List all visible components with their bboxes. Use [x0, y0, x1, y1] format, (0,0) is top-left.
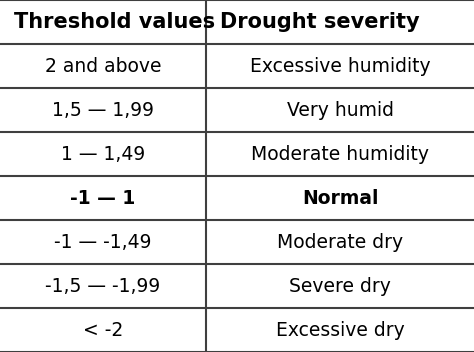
- Text: Moderate dry: Moderate dry: [277, 233, 403, 251]
- Text: -1,5 — -1,99: -1,5 — -1,99: [46, 277, 161, 295]
- Text: Threshold values: Threshold values: [14, 12, 215, 32]
- Text: < -2: < -2: [83, 321, 123, 339]
- Text: -1 — -1,49: -1 — -1,49: [55, 233, 152, 251]
- Text: -1 — 1: -1 — 1: [71, 189, 136, 207]
- Text: 2 and above: 2 and above: [45, 57, 161, 75]
- Text: Normal: Normal: [302, 189, 378, 207]
- Text: Moderate humidity: Moderate humidity: [251, 145, 429, 163]
- Text: Very humid: Very humid: [287, 101, 393, 119]
- Text: Severe dry: Severe dry: [289, 277, 391, 295]
- Text: 1 — 1,49: 1 — 1,49: [61, 145, 145, 163]
- Text: Drought severity: Drought severity: [220, 12, 420, 32]
- Text: 1,5 — 1,99: 1,5 — 1,99: [52, 101, 154, 119]
- Text: Excessive humidity: Excessive humidity: [250, 57, 430, 75]
- Text: Excessive dry: Excessive dry: [276, 321, 404, 339]
